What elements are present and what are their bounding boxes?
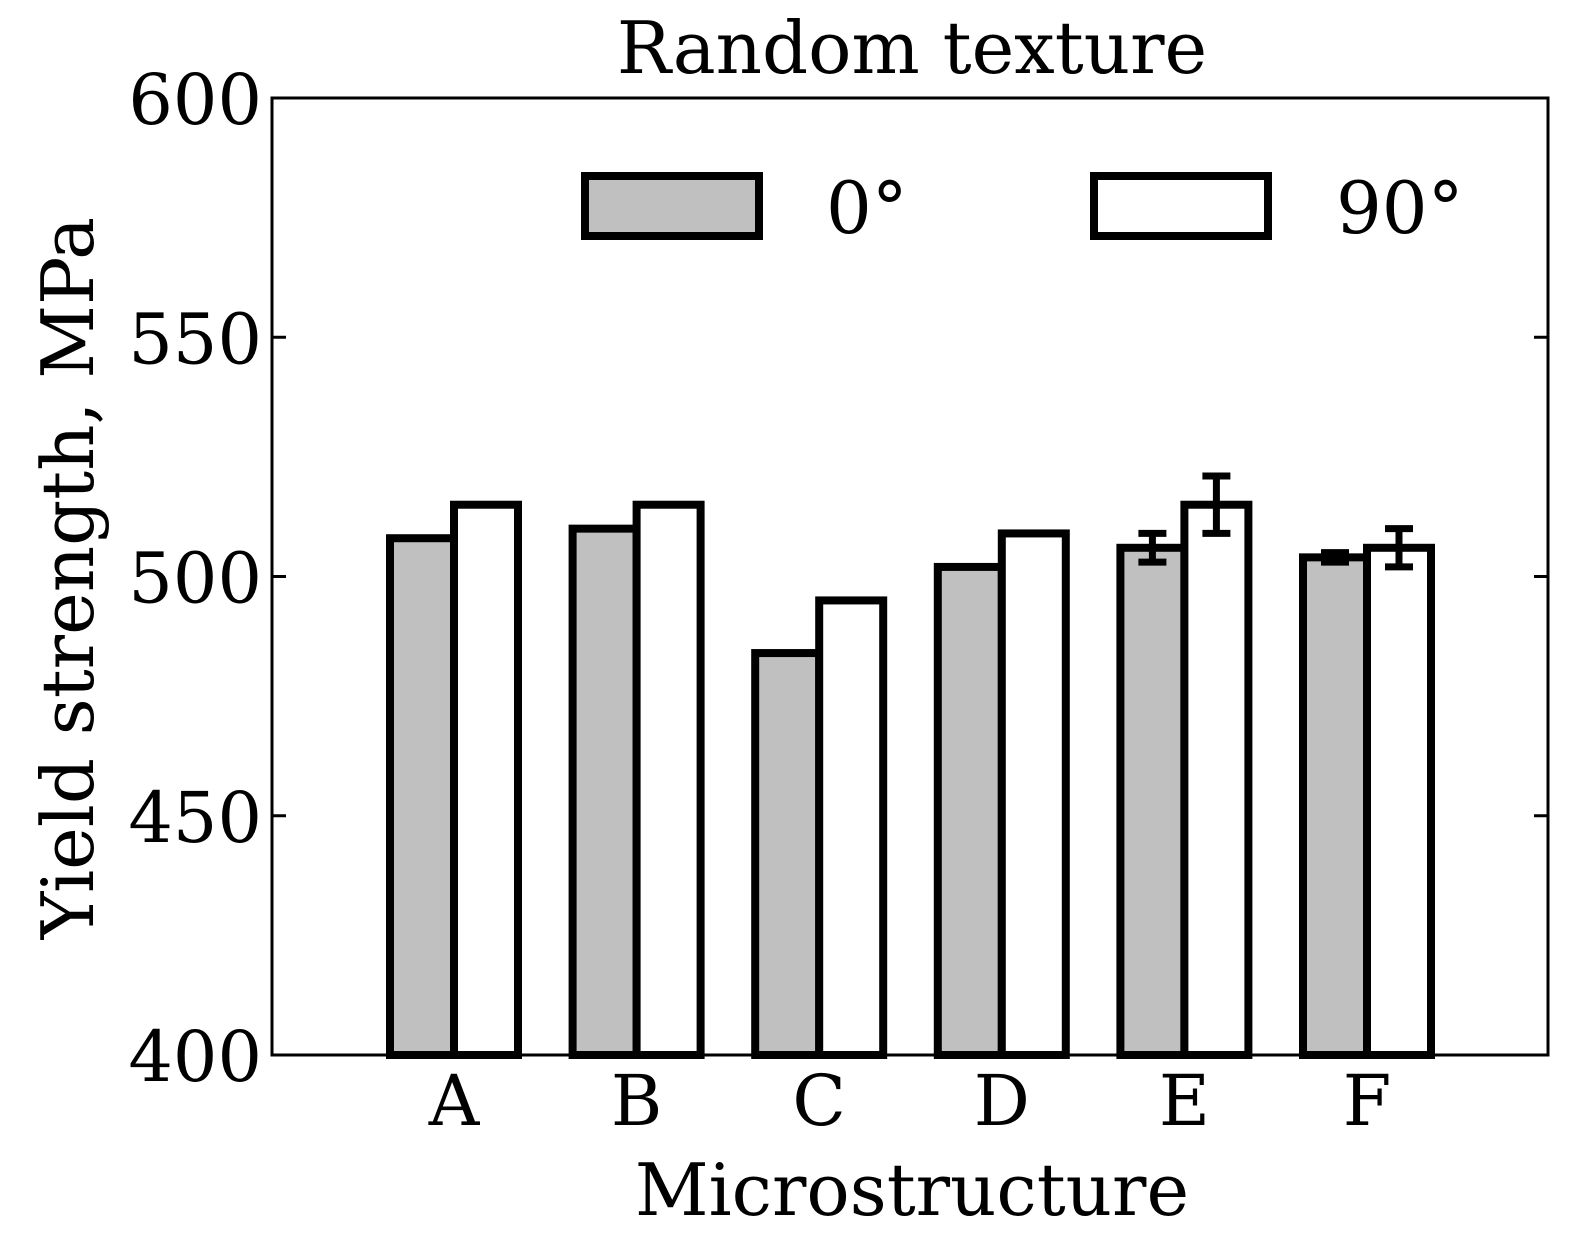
y-axis-title: Yield strength, MPa [26,217,110,940]
bar-B-series-1 [568,524,641,1059]
y-tick-label-500: 500 [128,538,262,620]
chart-title: Random texture [617,6,1207,90]
error-bar-F-series-2 [1385,525,1413,571]
y-tick-label-550: 550 [128,298,262,380]
bar-D-series-1 [933,562,1006,1059]
legend-swatch-series-1 [581,172,763,240]
legend-label-series-2: 90° [1336,166,1464,250]
x-tick-label-A: A [428,1060,481,1142]
y-tick-label-450: 450 [128,777,262,859]
legend: 0° 90° [581,166,1464,250]
x-tick-label-F: F [1343,1060,1392,1142]
error-bar-E-series-2 [1202,472,1231,537]
plot-area: A B C D E F 400 450 500 550 600 [128,59,1550,1142]
y-tick-label-600: 600 [128,59,262,141]
y-tick-label-400: 400 [128,1016,262,1098]
error-bar-F-series-1 [1321,549,1349,566]
bar-F-series-1 [1299,553,1371,1059]
bar-D-series-2 [997,529,1070,1059]
x-axis-title: Microstructure [635,1148,1189,1232]
x-tick-label-E: E [1159,1060,1210,1142]
legend-swatch-series-2 [1090,172,1272,240]
x-tick-label-C: C [792,1060,846,1142]
bar-B-series-2 [632,500,705,1060]
bar-C-series-1 [751,649,824,1059]
error-bar-E-series-1 [1138,529,1167,566]
x-tick-label-D: D [974,1060,1030,1142]
bar-A-series-2 [450,500,522,1060]
bar-A-series-1 [386,534,458,1059]
bar-C-series-2 [815,596,888,1059]
x-tick-label-B: B [611,1060,662,1142]
legend-label-series-1: 0° [826,166,908,250]
bar-E-series-2 [1180,500,1253,1060]
bar-E-series-1 [1116,543,1189,1059]
bar-F-series-2 [1363,543,1435,1059]
